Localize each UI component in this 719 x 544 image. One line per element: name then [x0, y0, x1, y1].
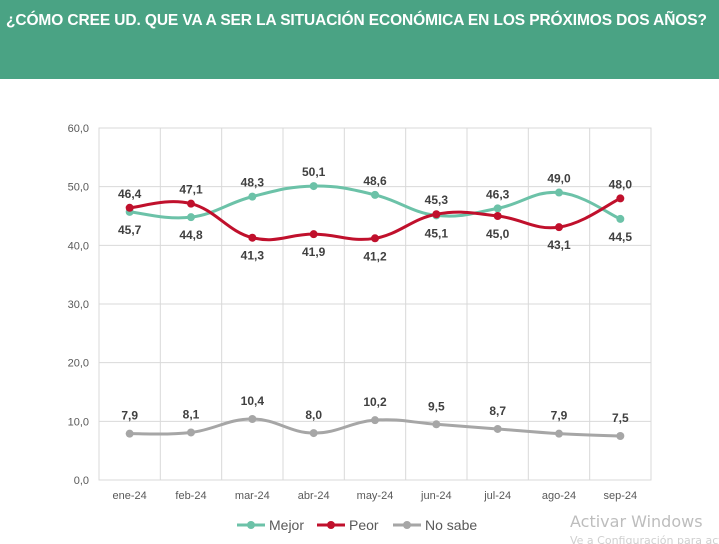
- data-point-no-sabe: [248, 414, 257, 423]
- data-point-no-sabe: [125, 429, 134, 438]
- data-label-no-sabe: 10,2: [363, 395, 387, 409]
- legend-marker-no-sabe: [403, 521, 411, 529]
- legend-marker-peor: [327, 521, 335, 529]
- y-tick-label: 50,0: [68, 182, 89, 194]
- windows-activation-subtitle: Ve a Configuración para activar Windows.: [570, 534, 719, 544]
- data-point-peor: [555, 223, 563, 232]
- data-label-peor: 43,1: [547, 238, 571, 252]
- y-tick-label: 30,0: [68, 299, 89, 311]
- data-label-mejor: 49,0: [547, 172, 571, 186]
- data-point-mejor: [493, 204, 502, 213]
- windows-activation-watermark: Activar Windows: [570, 512, 703, 531]
- data-label-mejor: 44,8: [179, 228, 203, 242]
- data-label-no-sabe: 7,9: [121, 409, 138, 423]
- data-point-mejor: [187, 213, 195, 222]
- data-point-mejor: [309, 182, 318, 191]
- data-label-mejor: 46,3: [486, 187, 510, 201]
- y-tick-label: 60,0: [68, 123, 89, 135]
- data-point-peor: [493, 212, 502, 220]
- data-label-no-sabe: 8,0: [305, 408, 322, 422]
- data-point-peor: [616, 194, 625, 203]
- x-tick-label: ene-24: [113, 490, 147, 502]
- data-point-no-sabe: [555, 429, 563, 438]
- data-point-peor: [125, 203, 134, 212]
- data-point-peor: [187, 199, 195, 208]
- legend-label-peor: Peor: [349, 517, 379, 533]
- data-point-peor: [432, 210, 441, 219]
- y-tick-label: 20,0: [68, 358, 89, 370]
- x-tick-label: may-24: [357, 490, 394, 502]
- data-label-no-sabe: 10,4: [241, 394, 265, 408]
- page-title: ¿CÓMO CREE UD. QUE VA A SER LA SITUACIÓN…: [6, 12, 707, 29]
- y-tick-label: 40,0: [68, 240, 89, 252]
- data-label-mejor: 44,5: [609, 230, 633, 244]
- data-point-mejor: [616, 214, 625, 223]
- data-label-mejor: 45,7: [118, 223, 142, 237]
- data-label-mejor: 45,1: [425, 226, 449, 240]
- data-label-peor: 41,9: [302, 245, 326, 259]
- x-tick-label: ago-24: [542, 490, 576, 502]
- data-label-mejor: 48,3: [241, 176, 265, 190]
- series-line-peor: [128, 196, 622, 242]
- data-point-peor: [371, 234, 379, 243]
- legend-label-mejor: Mejor: [269, 517, 304, 533]
- y-tick-label: 0,0: [74, 475, 89, 487]
- x-tick-label: sep-24: [604, 490, 638, 502]
- legend-marker-mejor: [247, 521, 255, 529]
- data-label-peor: 45,3: [425, 193, 449, 207]
- data-point-no-sabe: [493, 424, 502, 433]
- data-point-mejor: [371, 190, 379, 199]
- data-label-mejor: 50,1: [302, 165, 326, 179]
- data-label-no-sabe: 8,7: [489, 404, 506, 418]
- data-point-no-sabe: [371, 416, 379, 425]
- x-tick-label: feb-24: [175, 490, 206, 502]
- y-tick-label: 10,0: [68, 416, 89, 428]
- data-point-no-sabe: [432, 420, 441, 429]
- data-point-peor: [309, 230, 318, 239]
- data-point-mejor: [555, 188, 563, 197]
- data-label-peor: 41,2: [363, 249, 387, 263]
- data-label-peor: 47,1: [179, 183, 203, 197]
- data-label-no-sabe: 9,5: [428, 399, 445, 413]
- data-label-peor: 41,3: [241, 249, 265, 263]
- data-label-no-sabe: 7,5: [612, 411, 629, 425]
- data-label-peor: 48,0: [609, 177, 633, 191]
- data-point-mejor: [248, 192, 257, 201]
- x-tick-label: mar-24: [235, 490, 270, 502]
- x-tick-label: jul-24: [483, 490, 511, 502]
- x-tick-label: abr-24: [298, 490, 330, 502]
- header-banner: ¿CÓMO CREE UD. QUE VA A SER LA SITUACIÓN…: [0, 0, 719, 79]
- x-tick-label: jun-24: [420, 490, 452, 502]
- data-point-no-sabe: [616, 432, 625, 440]
- data-label-no-sabe: 8,1: [183, 407, 200, 421]
- data-point-peor: [248, 233, 257, 242]
- data-label-peor: 45,0: [486, 227, 510, 241]
- data-label-peor: 46,4: [118, 187, 142, 201]
- line-chart: 0,0 10,0 20,0 30,0 40,0 50,0 60,0 ene-24 feb-24 m…: [68, 123, 652, 533]
- data-point-no-sabe: [187, 428, 195, 437]
- data-label-no-sabe: 7,9: [551, 409, 568, 423]
- data-point-no-sabe: [309, 429, 318, 438]
- data-label-mejor: 48,6: [363, 174, 387, 188]
- chart-container: 0,0 10,0 20,0 30,0 40,0 50,0 60,0 ene-24 feb-24 m…: [0, 79, 719, 544]
- legend-label-no-sabe: No sabe: [425, 517, 477, 533]
